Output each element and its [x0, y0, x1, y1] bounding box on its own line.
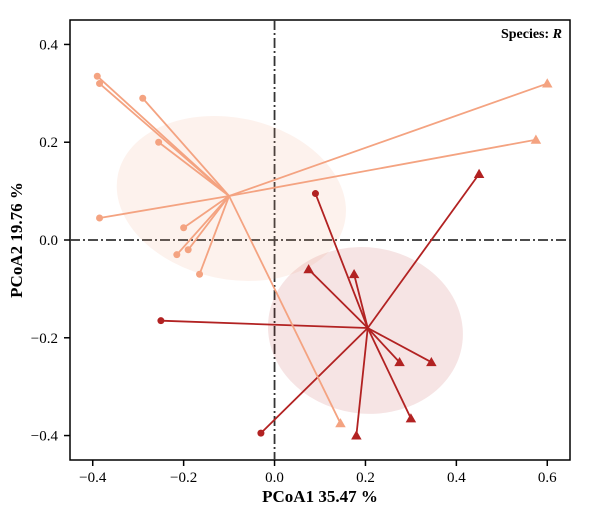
svg-text:0.4: 0.4: [39, 37, 58, 53]
svg-text:0.0: 0.0: [39, 233, 58, 249]
svg-text:Species: R: Species: R: [501, 27, 562, 42]
svg-text:0.6: 0.6: [538, 470, 557, 486]
svg-text:0.2: 0.2: [39, 135, 58, 151]
svg-text:PCoA1 35.47 %: PCoA1 35.47 %: [262, 487, 378, 506]
svg-text:−0.4: −0.4: [31, 429, 59, 445]
svg-text:0.2: 0.2: [356, 470, 375, 486]
svg-text:0.4: 0.4: [447, 470, 466, 486]
svg-text:0.0: 0.0: [265, 470, 284, 486]
pcoa-plot: −0.4 −0.2 0.0 0.2 0.4 0.6 −0.4 −0.2 0.0 0.2 0.4 PCo…: [0, 0, 600, 514]
svg-text:PCoA2 19.76 %: PCoA2 19.76 %: [7, 182, 26, 298]
svg-text:−0.2: −0.2: [170, 470, 197, 486]
svg-text:−0.4: −0.4: [79, 470, 107, 486]
svg-text:−0.2: −0.2: [31, 331, 58, 347]
plot-svg: −0.4 −0.2 0.0 0.2 0.4 0.6 −0.4 −0.2 0.0 0.2 0.4 PCo…: [0, 0, 600, 514]
